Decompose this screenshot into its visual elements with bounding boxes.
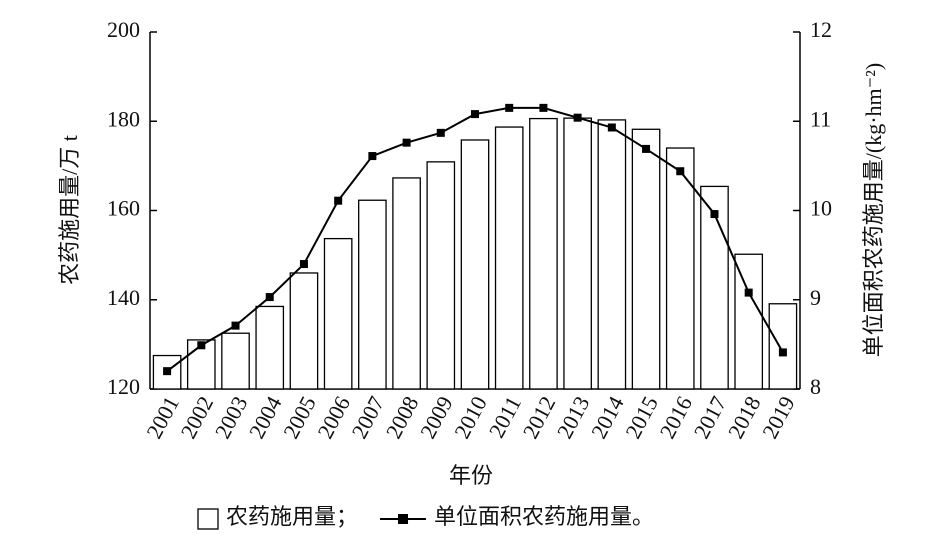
point: [368, 152, 377, 161]
y2-tick-label: 8: [810, 374, 821, 399]
point: [642, 144, 651, 153]
point: [607, 123, 616, 132]
bar: [665, 147, 695, 390]
point: [163, 367, 172, 376]
point: [505, 103, 514, 112]
bar: [460, 139, 490, 390]
x-tick-label: 2007: [347, 392, 390, 443]
bar: [700, 185, 729, 390]
point: [231, 321, 240, 330]
point: [334, 196, 343, 205]
legend-swatch: [197, 508, 219, 530]
y-tick-label: 180: [107, 106, 140, 131]
bar: [563, 117, 592, 390]
bar: [392, 177, 421, 390]
x-tick-label: 2015: [620, 392, 663, 443]
point: [402, 138, 411, 147]
x-tick-label: 2008: [381, 392, 424, 443]
point: [676, 167, 685, 176]
x-tick-label: 2002: [175, 392, 218, 443]
bar: [289, 272, 319, 390]
bar: [494, 126, 524, 390]
point: [710, 210, 719, 219]
point: [471, 110, 479, 119]
bar: [323, 237, 353, 390]
y-tick-label: 160: [107, 196, 140, 221]
y-tick-label: 120: [107, 374, 140, 399]
x-tick-label: 2018: [723, 392, 766, 443]
x-tick-label: 2014: [586, 392, 629, 443]
y2-tick-label: 9: [810, 285, 821, 310]
point: [573, 113, 582, 122]
bar: [221, 332, 250, 390]
x-axis-title: 年份: [449, 463, 493, 488]
x-tick-label: 2012: [518, 392, 561, 443]
x-tick-label: 2013: [552, 392, 595, 443]
y2-tick-label: 11: [810, 106, 831, 131]
legend-swatch: [398, 514, 409, 524]
point: [778, 348, 787, 357]
legend-label: 单位面积农药施用量。: [434, 504, 654, 529]
bar: [768, 303, 798, 390]
bar: [255, 305, 285, 390]
x-tick-label: 2004: [244, 392, 287, 443]
point: [299, 260, 308, 269]
x-tick-label: 2019: [757, 392, 800, 443]
bar: [734, 253, 764, 390]
bar: [426, 161, 456, 390]
point: [744, 288, 753, 297]
bar: [358, 199, 387, 390]
bar: [597, 119, 627, 390]
bar: [529, 117, 558, 390]
x-tick-label: 2009: [415, 392, 458, 443]
x-tick-label: 2006: [312, 392, 355, 443]
y-axis-title: 农药施用量/万 t: [57, 135, 82, 285]
x-tick-label: 2011: [484, 392, 526, 442]
y-tick-label: 140: [107, 285, 140, 310]
point: [197, 341, 206, 350]
point: [539, 103, 548, 112]
y2-tick-label: 10: [810, 196, 832, 221]
legend-label: 农药施用量；: [226, 504, 358, 529]
y2-axis-title: 单位面积农药施用量/(kg·hm⁻²): [861, 63, 886, 357]
point: [436, 128, 445, 137]
point: [265, 293, 274, 302]
x-tick-label: 2003: [210, 392, 253, 443]
x-tick-label: 2005: [278, 392, 321, 443]
x-tick-label: 2001: [141, 392, 184, 443]
bar: [631, 128, 661, 390]
x-tick-label: 2016: [654, 392, 697, 443]
x-tick-label: 2010: [449, 392, 492, 443]
y2-tick-label: 12: [810, 17, 832, 42]
x-tick-label: 2017: [689, 392, 732, 443]
y-tick-label: 200: [107, 17, 140, 42]
